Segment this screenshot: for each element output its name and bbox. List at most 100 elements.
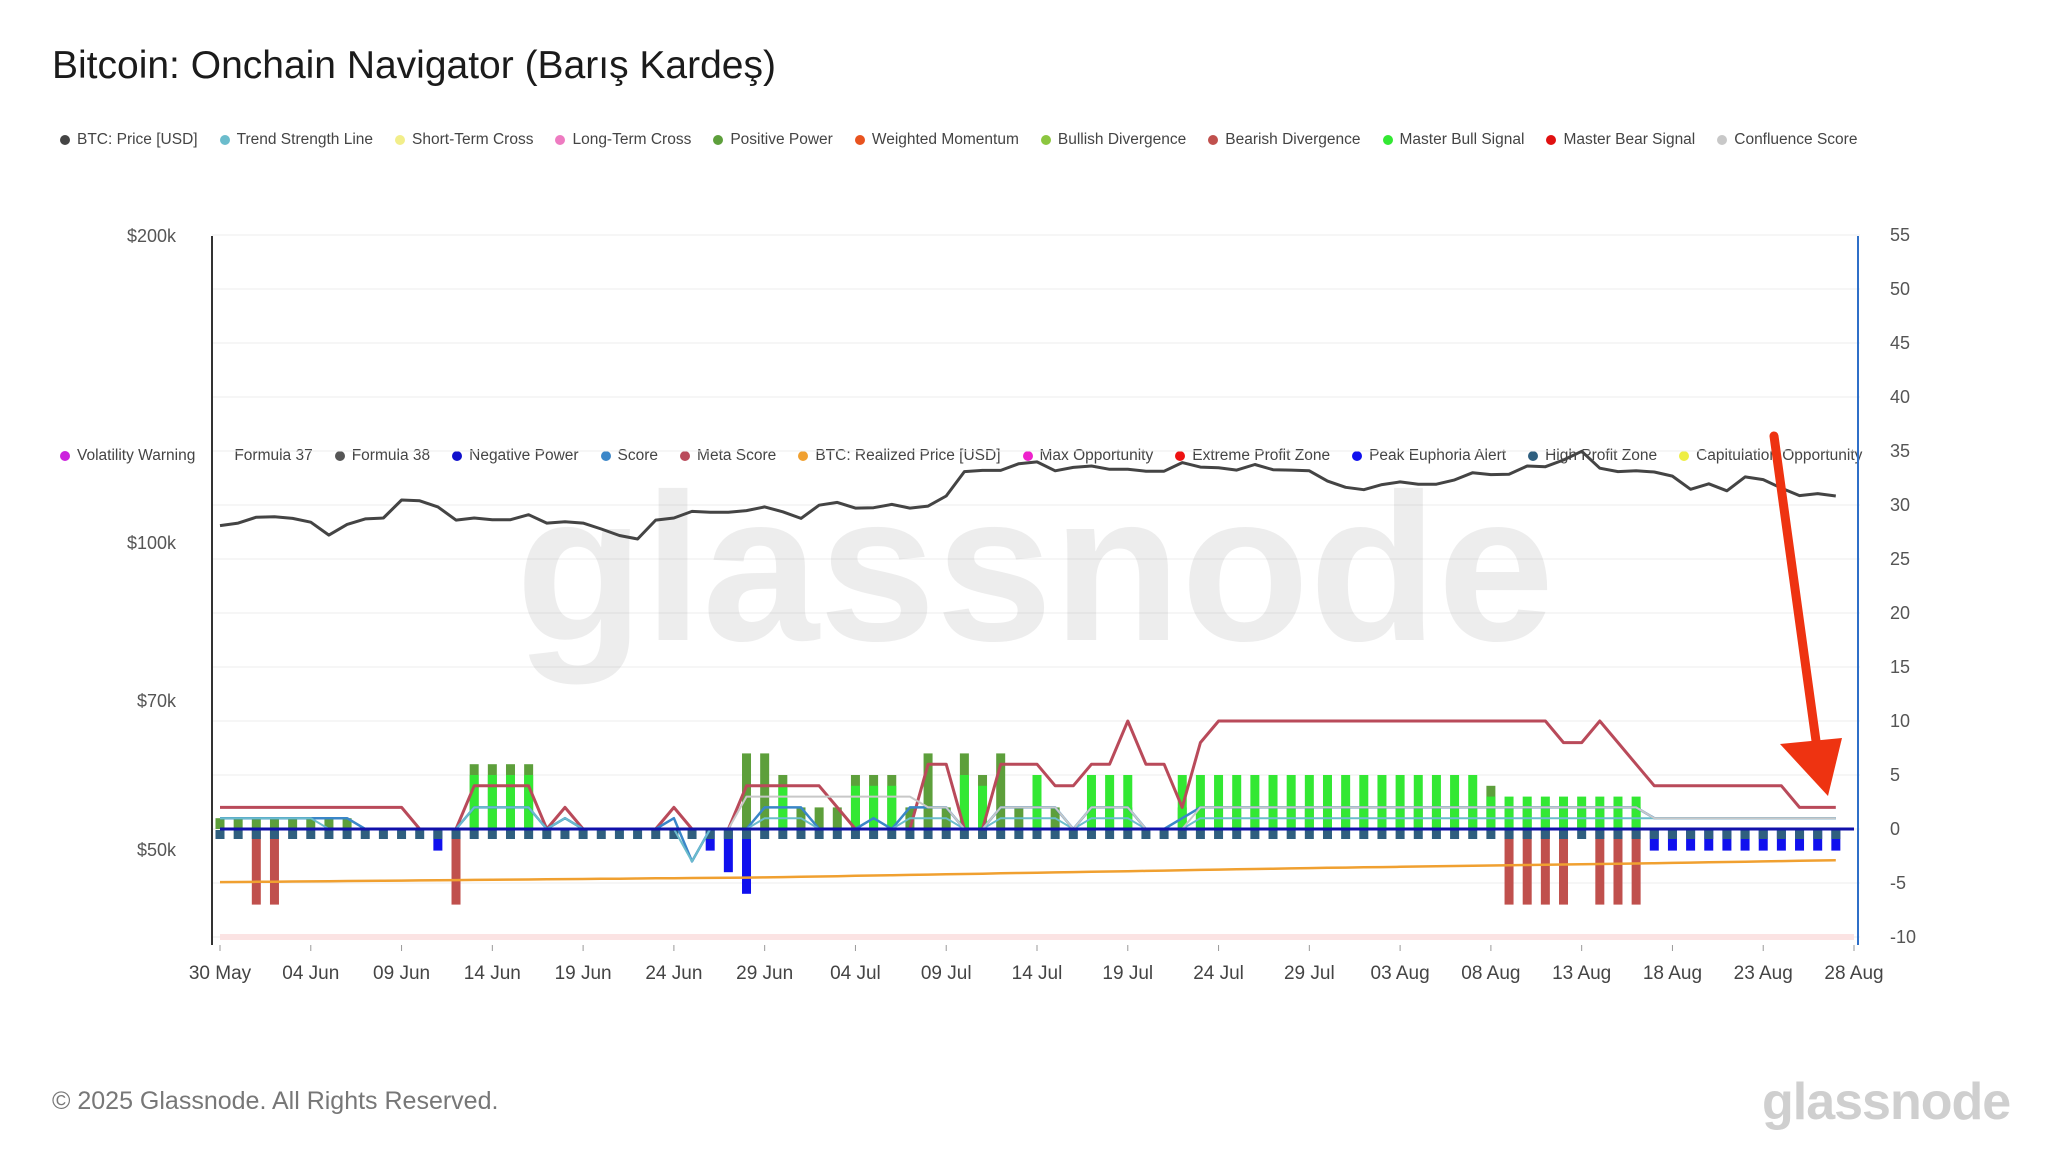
bar-high-profit-zone <box>1032 830 1042 839</box>
bar-negative-power <box>1813 829 1823 851</box>
legend-item[interactable]: Bearish Divergence <box>1208 131 1361 149</box>
right-tick-label: 5 <box>1890 765 1900 785</box>
bar-high-profit-zone <box>524 830 534 839</box>
bar-high-profit-zone <box>1232 830 1242 839</box>
bar-master-bull-signal <box>1214 775 1224 829</box>
bar-master-bull-signal <box>959 775 969 829</box>
legend-dot-icon <box>600 451 611 461</box>
x-tick-label: 04 Jul <box>830 963 881 984</box>
legend-dot-icon <box>219 135 230 145</box>
bar-high-profit-zone <box>578 830 588 839</box>
x-tick-label: 04 Jun <box>282 963 339 984</box>
bar-positive-power <box>288 818 298 829</box>
bar-master-bull-signal <box>1468 775 1478 829</box>
bar-high-profit-zone <box>1395 830 1405 839</box>
bar-negative-power <box>433 829 443 851</box>
bar-master-bull-signal <box>1522 796 1532 829</box>
bar-master-bull-signal <box>1268 775 1278 829</box>
legend-label: Bearish Divergence <box>1225 131 1361 148</box>
x-tick-label: 19 Jul <box>1102 963 1153 984</box>
legend-label: Master Bull Signal <box>1399 131 1525 148</box>
bar-high-profit-zone <box>1486 830 1496 839</box>
zone-band <box>220 934 1854 940</box>
x-tick-label: 09 Jun <box>373 963 430 984</box>
x-axis: 30 May 04 Jun 09 Jun 14 Jun 19 Jun 24 Jun 29 J… <box>189 945 1884 984</box>
bar-high-profit-zone <box>1595 830 1605 839</box>
bar-high-profit-zone <box>832 830 842 839</box>
bar-master-bull-signal <box>1595 796 1605 829</box>
bar-positive-power <box>814 807 824 829</box>
bar-high-profit-zone <box>251 830 261 839</box>
bar-high-profit-zone <box>596 830 606 839</box>
bar-high-profit-zone <box>1540 830 1550 839</box>
legend-item[interactable]: Long-Term Cross <box>555 131 691 149</box>
legend-dot-icon <box>395 135 406 145</box>
bar-master-bull-signal <box>1232 775 1242 829</box>
legend-item[interactable]: BTC: Price [USD] <box>60 131 198 149</box>
bar-master-bull-signal <box>1631 796 1641 829</box>
bar-master-bull-signal <box>1577 796 1587 829</box>
legend-label: Confluence Score <box>1734 131 1858 148</box>
legend-item[interactable]: Master Bull Signal <box>1382 131 1525 149</box>
bar-high-profit-zone <box>1341 830 1351 839</box>
bar-high-profit-zone <box>1214 830 1224 839</box>
legend-dot-icon <box>555 135 566 145</box>
x-tick-label: 19 Jun <box>555 963 612 984</box>
bar-positive-power <box>923 753 933 829</box>
bar-master-bull-signal <box>1250 775 1260 829</box>
bar-high-profit-zone <box>324 830 334 839</box>
bar-master-bull-signal <box>1540 796 1550 829</box>
copyright-text: © 2025 Glassnode. All Rights Reserved. <box>52 1087 499 1115</box>
bar-master-bull-signal <box>1377 775 1387 829</box>
right-tick-label: 10 <box>1890 711 1910 731</box>
bar-master-bull-signal <box>524 775 534 829</box>
bar-master-bull-signal <box>1450 775 1460 829</box>
legend-item[interactable]: Weighted Momentum <box>854 131 1019 149</box>
bar-high-profit-zone <box>1195 830 1205 839</box>
bar-high-profit-zone <box>215 830 225 839</box>
bar-high-profit-zone <box>1413 830 1423 839</box>
bar-high-profit-zone <box>269 830 279 839</box>
line-btc-price-usd- <box>219 449 1836 541</box>
arrow-shaft <box>1769 431 1825 775</box>
bar-high-profit-zone <box>869 830 879 839</box>
bar-negative-power <box>723 829 733 873</box>
bar-high-profit-zone <box>542 830 552 839</box>
bar-positive-power <box>306 818 316 829</box>
x-tick-label: 28 Aug <box>1824 963 1883 984</box>
line-trend-strength-line <box>220 806 1836 863</box>
x-tick-label: 14 Jul <box>1012 963 1063 984</box>
legend-dot-icon <box>60 451 70 461</box>
legend-dot-icon <box>713 135 724 145</box>
bar-negative-power <box>1740 829 1750 851</box>
bar-high-profit-zone <box>397 830 407 839</box>
bar-high-profit-zone <box>1177 830 1187 839</box>
legend-item[interactable]: Short-Term Cross <box>395 131 533 149</box>
bar-high-profit-zone <box>1704 830 1714 839</box>
bar-high-profit-zone <box>978 830 988 839</box>
legend-item[interactable]: Volatility Warning <box>60 447 195 465</box>
legend-item[interactable]: Confluence Score <box>1717 131 1857 149</box>
legend-item[interactable]: Positive Power <box>713 131 833 149</box>
bar-master-bull-signal <box>850 785 860 829</box>
bar-high-profit-zone <box>633 830 643 839</box>
bar-high-profit-zone <box>1250 830 1260 839</box>
legend-label: Long-Term Cross <box>572 131 692 148</box>
legend-item[interactable]: Master Bear Signal <box>1546 131 1695 149</box>
x-tick-label: 24 Jun <box>645 963 702 984</box>
grid-lines <box>212 234 1860 940</box>
legend-item[interactable]: Trend Strength Line <box>219 131 373 149</box>
bar-master-bull-signal <box>1395 775 1405 829</box>
bar-high-profit-zone <box>1559 830 1569 839</box>
bar-high-profit-zone <box>923 830 933 839</box>
bar-high-profit-zone <box>1667 830 1677 839</box>
bar-bearish-divergence <box>1504 829 1514 905</box>
bar-high-profit-zone <box>487 830 497 839</box>
left-tick-label: $100k <box>127 533 177 553</box>
x-tick-label: 18 Aug <box>1643 963 1702 984</box>
x-tick-label: 23 Aug <box>1734 963 1793 984</box>
legend-label: Short-Term Cross <box>412 131 534 148</box>
bar-high-profit-zone <box>1468 830 1478 839</box>
bar-master-bull-signal <box>1304 775 1314 829</box>
legend-item[interactable]: Bullish Divergence <box>1040 131 1186 149</box>
